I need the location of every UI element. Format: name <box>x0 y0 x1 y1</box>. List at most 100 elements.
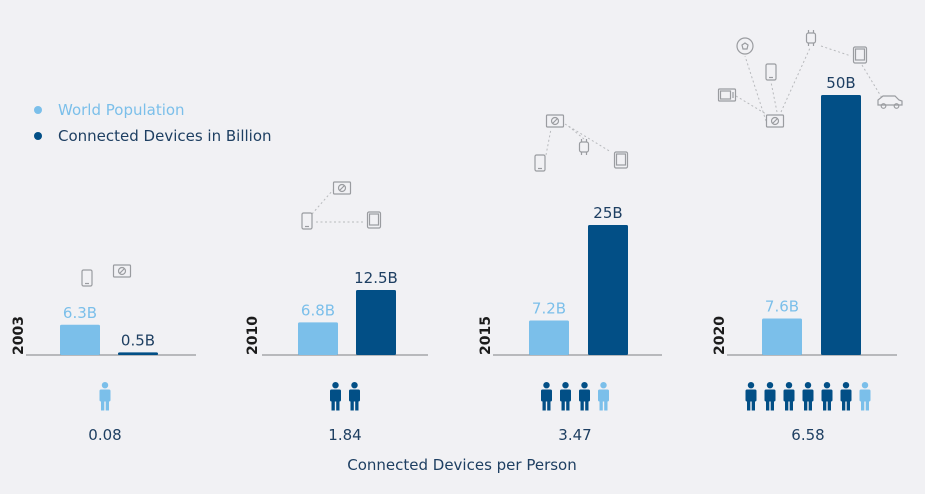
tv-frame <box>717 88 737 102</box>
device-connector <box>545 128 552 156</box>
person-icon <box>560 382 571 411</box>
person-leg-left <box>766 400 770 411</box>
person-torso <box>840 389 852 402</box>
pc-logo-slash <box>119 268 125 274</box>
bar-connected-devices <box>118 352 158 355</box>
person-head <box>581 382 588 389</box>
person-icon <box>821 382 833 411</box>
tablet-icon <box>852 46 868 64</box>
device-connector <box>311 189 334 215</box>
person-leg-right <box>336 400 340 411</box>
ball-pentagon <box>741 42 749 50</box>
person-leg-right <box>789 400 793 411</box>
person-head <box>823 382 831 389</box>
person-leg-right <box>751 400 755 411</box>
tablet-body <box>366 211 382 229</box>
bar-label-connected-devices: 50B <box>826 74 855 92</box>
person-icon <box>840 382 852 411</box>
legend-label-world-population: World Population <box>58 101 185 119</box>
person-leg-left <box>599 400 603 411</box>
person-torso <box>859 389 871 402</box>
year-label: 2015 <box>478 316 494 355</box>
tv-screen <box>719 90 732 100</box>
car-wheel <box>880 103 887 109</box>
person-icon <box>99 382 111 411</box>
person-torso <box>541 389 552 402</box>
person-torso <box>330 389 341 402</box>
car-icon <box>877 95 903 109</box>
person-leg-right <box>808 400 812 411</box>
bar-world-population <box>529 320 569 355</box>
person-torso <box>349 389 360 402</box>
pc-frame <box>545 114 565 128</box>
person-torso <box>764 389 776 402</box>
person-torso <box>745 389 757 402</box>
person-icon <box>745 382 757 411</box>
device-connector <box>744 55 767 122</box>
person-icon <box>764 382 776 411</box>
bar-label-connected-devices: 25B <box>593 204 622 222</box>
smartphone-icon <box>534 154 546 172</box>
footer-label: Connected Devices per Person <box>347 456 577 474</box>
person-leg-right <box>770 400 774 411</box>
person-icon <box>349 382 360 411</box>
devices-per-person-value: 0.08 <box>88 426 121 444</box>
ball-icon <box>736 37 754 55</box>
person-torso <box>598 389 609 402</box>
person-leg-right <box>585 400 589 411</box>
person-leg-left <box>747 400 751 411</box>
person-torso <box>99 389 111 402</box>
person-head <box>543 382 550 389</box>
smartphone-icon <box>301 212 313 230</box>
person-leg-left <box>331 400 335 411</box>
tablet-screen <box>854 48 866 61</box>
person-icon <box>802 382 814 411</box>
person-icon <box>330 382 341 411</box>
pc-logo <box>770 116 780 126</box>
person-leg-right <box>547 400 551 411</box>
person-leg-left <box>542 400 546 411</box>
legend-label-connected-devices: Connected Devices in Billion <box>58 127 272 145</box>
person-head <box>766 382 774 389</box>
device-connector <box>780 47 811 113</box>
bar-world-population <box>762 318 802 355</box>
phone-body <box>765 63 777 81</box>
bar-label-world-population: 6.3B <box>63 304 97 322</box>
pc-logo <box>337 183 347 193</box>
person-head <box>600 382 607 389</box>
person-leg-left <box>804 400 808 411</box>
pc-logo <box>117 266 127 276</box>
person-icon <box>783 382 795 411</box>
person-leg-left <box>350 400 354 411</box>
pc-logo-slash <box>552 118 558 124</box>
devices-per-person-value: 6.58 <box>791 426 824 444</box>
devices-per-person-value: 3.47 <box>558 426 591 444</box>
person-leg-left <box>842 400 846 411</box>
person-leg-right <box>355 400 359 411</box>
person-leg-left <box>580 400 584 411</box>
person-leg-right <box>827 400 831 411</box>
person-leg-left <box>823 400 827 411</box>
pc-logo-slash <box>772 118 778 124</box>
person-head <box>804 382 812 389</box>
bar-label-world-population: 6.8B <box>301 301 335 319</box>
pc-frame <box>332 181 352 195</box>
person-icon <box>579 382 590 411</box>
person-head <box>101 382 109 389</box>
smartwatch-icon <box>805 30 817 46</box>
phone-body <box>81 269 93 287</box>
pc-icon <box>332 181 352 195</box>
person-torso <box>579 389 590 402</box>
tablet-icon <box>366 211 382 229</box>
bar-connected-devices <box>821 95 861 355</box>
bar-label-world-population: 7.6B <box>765 298 799 316</box>
watch-face <box>578 141 590 153</box>
person-head <box>562 382 569 389</box>
person-head <box>747 382 755 389</box>
device-connector <box>770 81 778 113</box>
person-head <box>332 382 339 389</box>
person-leg-right <box>846 400 850 411</box>
ball-outline <box>736 37 754 55</box>
person-leg-left <box>785 400 789 411</box>
